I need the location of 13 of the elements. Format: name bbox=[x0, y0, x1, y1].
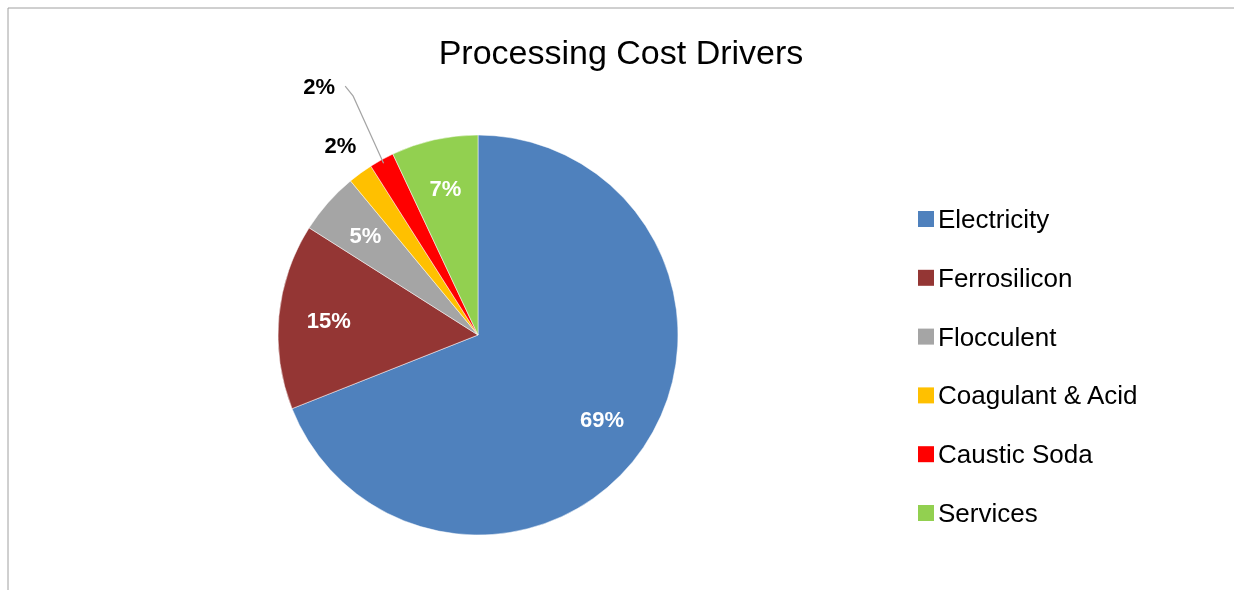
chart-title: Processing Cost Drivers bbox=[438, 33, 804, 71]
legend-label: Caustic Soda bbox=[938, 439, 1094, 470]
legend-label: Flocculent bbox=[938, 321, 1058, 352]
data-label: 2% bbox=[324, 133, 357, 159]
data-label: 5% bbox=[349, 223, 382, 249]
data-label: 7% bbox=[429, 176, 462, 202]
data-label: 69% bbox=[580, 406, 625, 432]
data-label: 2% bbox=[303, 73, 336, 99]
legend-label: Ferrosilicon bbox=[938, 262, 1073, 293]
legend-label: Coagulant & Acid bbox=[938, 380, 1138, 411]
legend-label: Electricity bbox=[938, 204, 1050, 234]
data-label: 15% bbox=[306, 308, 351, 334]
legend-label: Services bbox=[938, 498, 1038, 528]
